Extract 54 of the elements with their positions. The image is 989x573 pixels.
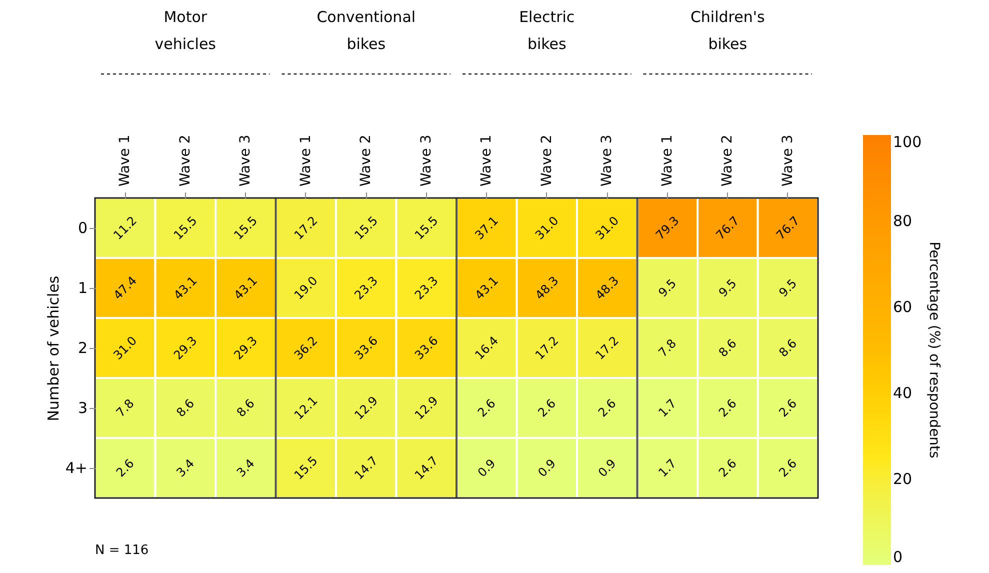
color-bar-label: 20: [893, 470, 912, 488]
data-label: 2.6: [776, 456, 800, 480]
data-label: 1.7: [656, 396, 680, 420]
data-label: 2.6: [716, 396, 740, 420]
y-tick-label: 3: [78, 399, 88, 417]
color-bar-label: 0: [893, 548, 903, 566]
text: Motor vehicles: [154, 8, 216, 53]
x-tick-label: Wave 2: [720, 134, 736, 186]
x-tick-label: Wave 2: [177, 134, 194, 186]
data-label: 2.6: [474, 396, 498, 420]
color-bar-label: 40: [893, 384, 912, 402]
x-tick-label: Wave 3: [238, 134, 254, 186]
data-label: 9.5: [776, 276, 800, 300]
text: Electric bikes: [519, 8, 575, 53]
x-tick-label: Wave 2: [538, 134, 555, 186]
text: N = 116: [95, 543, 149, 558]
data-label: 2.6: [535, 396, 559, 420]
data-label: 8.6: [174, 396, 198, 420]
text: Children's bikes: [690, 8, 765, 53]
x-tick-label: Wave 3: [418, 134, 434, 186]
data-label: 2.6: [113, 456, 137, 480]
data-label: 1.7: [656, 456, 680, 480]
data-label: 2.6: [716, 456, 740, 480]
data-label: 8.6: [234, 396, 258, 420]
data-label: 3.4: [174, 456, 198, 480]
x-tick-label: Wave 3: [599, 134, 616, 186]
x-tick-label: Wave 1: [298, 134, 314, 186]
x-tick-label: Wave 1: [478, 134, 495, 186]
data-label: 3.4: [234, 456, 258, 480]
data-label: 2.6: [776, 396, 800, 420]
data-label: 2.6: [595, 396, 619, 420]
data-label: 0.9: [535, 456, 559, 480]
color-bar-label: 100: [893, 133, 922, 151]
y-tick-label: 0: [78, 219, 88, 237]
color-bar-label: 80: [893, 212, 912, 230]
color-bar-label: 60: [893, 298, 912, 316]
x-tick-label: Wave 1: [659, 134, 676, 186]
data-label: 7.8: [656, 336, 680, 360]
data-label: 9.5: [656, 276, 680, 300]
data-label: 8.6: [776, 336, 800, 360]
x-tick-label: Wave 3: [780, 134, 796, 186]
y-axis-title: Number of vehicles: [44, 276, 62, 422]
data-label: 9.5: [716, 276, 740, 300]
x-tick-label: Wave 1: [117, 134, 134, 186]
data-label: 8.6: [716, 336, 740, 360]
color-bar-title: Percentage (%) of respondents: [926, 242, 942, 458]
text: Conventional bikes: [316, 8, 416, 53]
y-tick-label: 1: [78, 279, 88, 297]
y-tick-label: 4+: [65, 459, 88, 477]
data-label: 7.8: [113, 396, 137, 420]
data-label: 0.9: [474, 456, 498, 480]
x-tick-label: Wave 2: [358, 134, 374, 186]
data-label: 0.9: [595, 456, 619, 480]
y-tick-label: 2: [78, 339, 88, 357]
